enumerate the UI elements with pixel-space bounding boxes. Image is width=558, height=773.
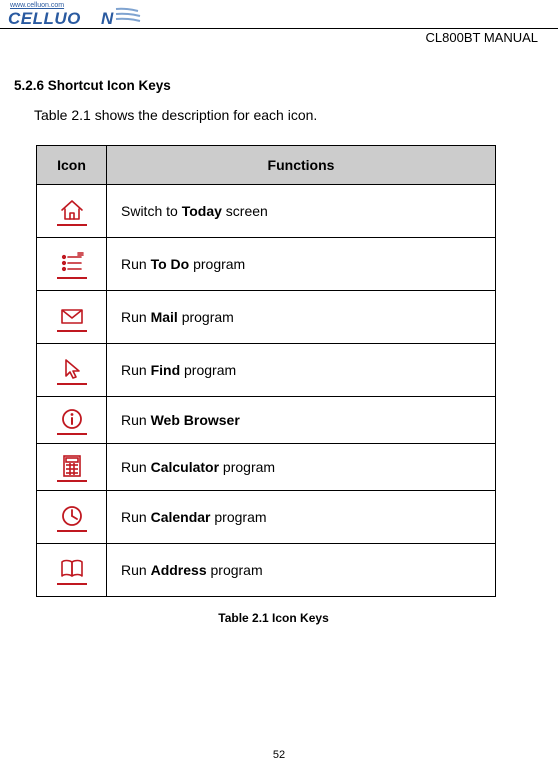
fn-text-bold: Today	[182, 203, 222, 219]
list-icon	[57, 249, 87, 279]
brand-url: www.celluon.com	[10, 2, 64, 9]
fn-text-post: program	[219, 459, 275, 475]
table-row: Run Calendar program	[37, 491, 496, 544]
function-cell: Switch to Today screen	[107, 185, 496, 238]
function-cell: Run Calculator program	[107, 444, 496, 491]
manual-title: CL800BT MANUAL	[426, 30, 538, 45]
function-cell: Run Mail program	[107, 291, 496, 344]
icon-cell	[37, 544, 107, 597]
icon-cell	[37, 238, 107, 291]
icon-cell	[37, 185, 107, 238]
fn-text-post: program	[178, 309, 234, 325]
function-cell: Run To Do program	[107, 238, 496, 291]
table-row: Run Web Browser	[37, 397, 496, 444]
icon-cell	[37, 291, 107, 344]
fn-text-post: program	[180, 362, 236, 378]
header-divider	[0, 28, 558, 29]
info-icon	[57, 405, 87, 435]
table-header-icon: Icon	[37, 146, 107, 185]
fn-text-bold: Address	[151, 562, 207, 578]
icon-keys-table: Icon Functions	[36, 145, 496, 597]
table-caption: Table 2.1 Icon Keys	[14, 611, 533, 625]
icon-cell	[37, 397, 107, 444]
table-header-row: Icon Functions	[37, 146, 496, 185]
main-content: 5.2.6 Shortcut Icon Keys Table 2.1 shows…	[14, 78, 533, 625]
fn-text-bold: Calculator	[151, 459, 219, 475]
table-row: Run To Do program	[37, 238, 496, 291]
fn-text-post: program	[211, 509, 267, 525]
fn-text-bold: Find	[151, 362, 181, 378]
function-cell: Run Address program	[107, 544, 496, 597]
fn-text-post: screen	[222, 203, 268, 219]
table-row: Run Find program	[37, 344, 496, 397]
fn-text-post: program	[207, 562, 263, 578]
fn-text-pre: Run	[121, 309, 151, 325]
page-number: 52	[0, 749, 558, 761]
fn-text-pre: Run	[121, 509, 151, 525]
fn-text-bold: Mail	[151, 309, 178, 325]
fn-text-post: program	[189, 256, 245, 272]
fn-text-pre: Switch to	[121, 203, 182, 219]
table-row: Run Address program	[37, 544, 496, 597]
fn-text-pre: Run	[121, 412, 151, 428]
book-icon	[57, 555, 87, 585]
fn-text-pre: Run	[121, 256, 151, 272]
icon-cell	[37, 344, 107, 397]
svg-text:CELLUO: CELLUO	[8, 9, 81, 28]
function-cell: Run Calendar program	[107, 491, 496, 544]
fn-text-bold: Calendar	[151, 509, 211, 525]
mail-icon	[57, 302, 87, 332]
table-row: Switch to Today screen	[37, 185, 496, 238]
function-cell: Run Web Browser	[107, 397, 496, 444]
clock-icon	[57, 502, 87, 532]
table-header-functions: Functions	[107, 146, 496, 185]
svg-text:N: N	[101, 9, 114, 28]
home-icon	[57, 196, 87, 226]
fn-text-bold: To Do	[151, 256, 190, 272]
fn-text-pre: Run	[121, 362, 151, 378]
cursor-icon	[57, 355, 87, 385]
table-row: Run Calculator program	[37, 444, 496, 491]
fn-text-pre: Run	[121, 459, 151, 475]
table-row: Run Mail program	[37, 291, 496, 344]
fn-text-bold: Web Browser	[151, 412, 240, 428]
brand-logo: www.celluon.com CELLUO N	[6, 4, 146, 28]
page-container: www.celluon.com CELLUO N CL800BT MANUAL …	[0, 0, 558, 773]
section-heading: 5.2.6 Shortcut Icon Keys	[14, 78, 533, 93]
calculator-icon	[57, 452, 87, 482]
icon-cell	[37, 491, 107, 544]
fn-text-pre: Run	[121, 562, 151, 578]
icon-cell	[37, 444, 107, 491]
section-intro-text: Table 2.1 shows the description for each…	[34, 107, 533, 123]
function-cell: Run Find program	[107, 344, 496, 397]
